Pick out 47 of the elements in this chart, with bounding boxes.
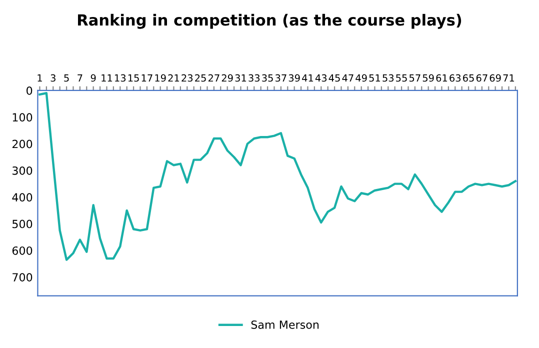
x-tick-label: 67 xyxy=(476,74,488,82)
y-tick-label: 600 xyxy=(12,246,32,255)
x-tick-label: 23 xyxy=(182,74,193,82)
x-tick-label: 5 xyxy=(64,74,69,82)
x-tick-label: 41 xyxy=(302,74,314,82)
x-tick-label: 25 xyxy=(195,74,206,82)
x-tick-label: 3 xyxy=(50,74,56,82)
legend-label: Sam Merson xyxy=(251,320,319,329)
x-tick-label: 61 xyxy=(436,74,448,82)
x-tick-label: 49 xyxy=(356,74,367,82)
x-tick-label: 57 xyxy=(409,74,420,82)
x-tick-label: 27 xyxy=(208,74,220,82)
y-tick-label: 400 xyxy=(12,193,32,202)
x-tick-label: 1 xyxy=(38,74,42,82)
x-tick-label: 47 xyxy=(342,74,354,82)
x-tick-label: 43 xyxy=(315,74,327,82)
x-tick-label: 37 xyxy=(275,74,286,82)
x-tick-label: 19 xyxy=(155,74,166,82)
x-tick-label: 55 xyxy=(396,74,407,82)
x-tick-label: 59 xyxy=(422,74,434,82)
x-tick-label: 9 xyxy=(90,74,96,82)
x-tick-label: 29 xyxy=(222,74,233,82)
x-tick-label: 51 xyxy=(369,74,380,82)
y-tick-label: 100 xyxy=(12,113,32,122)
x-tick-label: 71 xyxy=(503,74,514,82)
x-tick-label: 35 xyxy=(262,74,273,82)
y-tick-label: 500 xyxy=(12,220,32,228)
y-tick-label: 0 xyxy=(26,86,32,95)
x-tick-label: 53 xyxy=(382,74,394,82)
x-tick-label: 15 xyxy=(128,74,139,82)
x-tick-label: 69 xyxy=(490,74,501,82)
x-tick-label: 65 xyxy=(463,74,474,82)
x-tick-label: 7 xyxy=(78,74,82,82)
x-tick-label: 45 xyxy=(328,74,340,82)
chart-title: Ranking in competition (as the course plays) xyxy=(78,14,462,29)
x-tick-label: 63 xyxy=(450,74,461,82)
line-series xyxy=(38,92,517,261)
y-tick-label: 700 xyxy=(12,273,32,282)
y-tick-label: 200 xyxy=(12,140,32,148)
x-tick-label: 17 xyxy=(142,74,152,82)
x-tick-label: 21 xyxy=(168,74,180,82)
x-tick-label: 39 xyxy=(288,74,300,82)
x-tick-label: 31 xyxy=(235,74,246,82)
y-tick-label: 300 xyxy=(12,166,32,175)
x-tick-label: 33 xyxy=(248,74,260,82)
x-tick-label: 13 xyxy=(115,74,126,82)
x-tick-label: 11 xyxy=(102,74,112,82)
